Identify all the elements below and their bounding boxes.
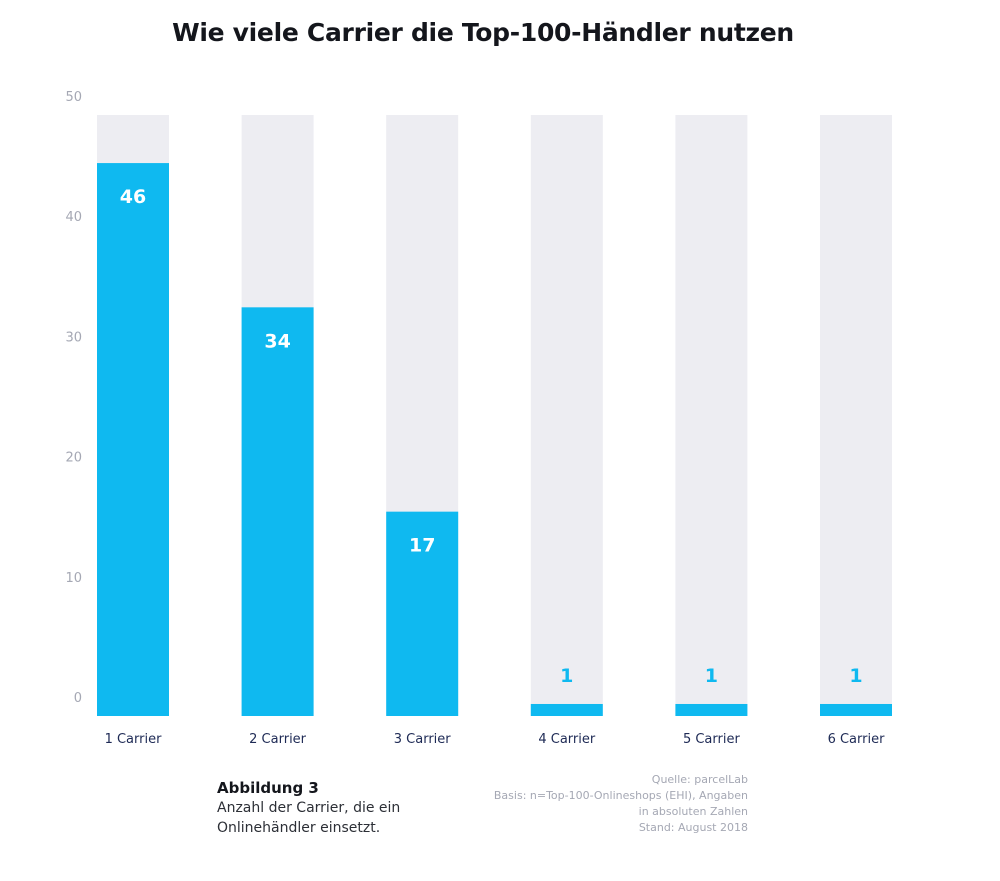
- y-tick-label: 50: [65, 90, 82, 105]
- data-label: 34: [264, 330, 290, 352]
- data-label: 46: [120, 186, 146, 208]
- x-category-label: 2 Carrier: [249, 732, 307, 747]
- caption-text: Anzahl der Carrier, die ein Onlinehändle…: [217, 800, 401, 836]
- bar: [97, 163, 169, 716]
- bar-track: [530, 115, 603, 716]
- data-label: 17: [409, 535, 435, 557]
- bar: [241, 307, 314, 716]
- y-tick-label: 20: [65, 451, 82, 466]
- bar: [530, 703, 603, 716]
- data-label: 1: [560, 665, 573, 687]
- bar-track: [675, 115, 748, 716]
- y-tick-label: 30: [65, 330, 82, 345]
- source-line: Quelle: parcelLab: [651, 773, 748, 786]
- data-label: 1: [705, 665, 718, 687]
- data-label: 1: [849, 665, 862, 687]
- y-tick-label: 40: [65, 210, 82, 225]
- x-category-label: 4 Carrier: [538, 732, 596, 747]
- x-category-label: 1 Carrier: [105, 732, 163, 747]
- units-line: in absoluten Zahlen: [638, 805, 748, 818]
- y-tick-label: 10: [65, 571, 82, 586]
- chart-title: Wie viele Carrier die Top-100-Händler nu…: [172, 18, 794, 47]
- bar: [820, 703, 892, 716]
- x-category-label: 5 Carrier: [683, 732, 741, 747]
- y-tick-label: 0: [74, 691, 82, 706]
- source-note: Quelle: parcelLab Basis: n=Top-100-Onlin…: [448, 772, 748, 836]
- x-category-label: 6 Carrier: [828, 732, 886, 747]
- bar: [675, 703, 748, 716]
- bar: [386, 511, 459, 716]
- figure-caption: Abbildung 3 Anzahl der Carrier, die ein …: [217, 778, 477, 838]
- date-line: Stand: August 2018: [638, 821, 748, 834]
- bar-track: [820, 115, 892, 716]
- basis-line: Basis: n=Top-100-Onlineshops (EHI), Anga…: [493, 789, 748, 802]
- caption-heading: Abbildung 3: [217, 779, 319, 797]
- x-category-label: 3 Carrier: [394, 732, 452, 747]
